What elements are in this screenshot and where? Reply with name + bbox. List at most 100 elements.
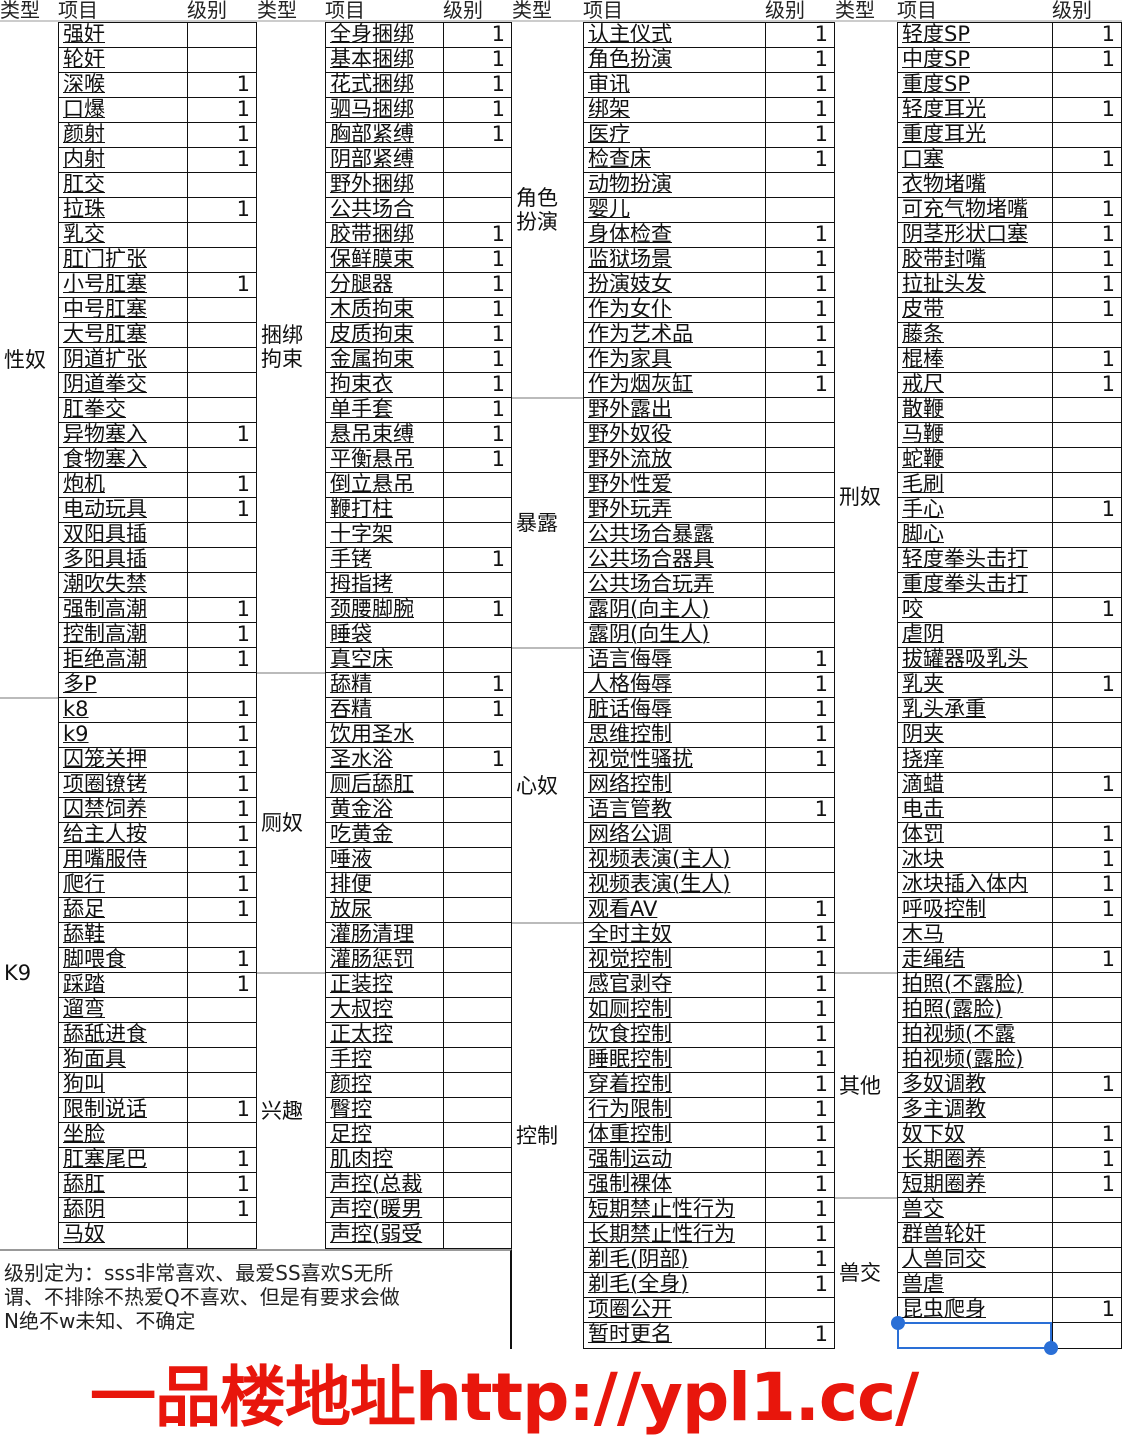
level-cell[interactable]	[443, 172, 512, 199]
item-cell[interactable]: 认主仪式	[583, 22, 766, 49]
item-cell[interactable]: 扮演妓女	[583, 272, 766, 299]
level-cell[interactable]: 1	[443, 22, 512, 49]
item-cell[interactable]: 可充气物堵嘴	[897, 197, 1053, 224]
item-cell[interactable]: 深喉	[58, 72, 188, 99]
level-cell[interactable]	[443, 722, 512, 749]
item-cell[interactable]: 昆虫爬身	[897, 1297, 1053, 1324]
level-cell[interactable]: 1	[443, 322, 512, 349]
item-cell[interactable]: 拉珠	[58, 197, 188, 224]
item-cell[interactable]: 中度SP	[897, 47, 1053, 74]
level-cell[interactable]	[443, 497, 512, 524]
level-cell[interactable]: 1	[443, 272, 512, 299]
level-cell[interactable]: 1	[765, 1022, 835, 1049]
item-cell[interactable]: 短期禁止性行为	[583, 1197, 766, 1224]
level-cell[interactable]: 1	[1052, 147, 1122, 174]
level-cell[interactable]	[443, 1097, 512, 1124]
level-cell[interactable]: 1	[187, 847, 257, 874]
level-cell[interactable]: 1	[1052, 1172, 1122, 1199]
level-cell[interactable]	[443, 772, 512, 799]
level-cell[interactable]	[765, 847, 835, 874]
level-cell[interactable]: 1	[187, 1097, 257, 1124]
item-cell[interactable]: 衣物堵嘴	[897, 172, 1053, 199]
item-cell[interactable]: 肌肉控	[325, 1147, 444, 1174]
level-cell[interactable]: 1	[765, 47, 835, 74]
level-cell[interactable]: 1	[443, 72, 512, 99]
level-cell[interactable]: 1	[443, 347, 512, 374]
item-cell[interactable]: 脏话侮辱	[583, 697, 766, 724]
level-cell[interactable]	[1052, 1022, 1122, 1049]
item-cell[interactable]: 语言侮辱	[583, 647, 766, 674]
item-cell[interactable]: 圣水浴	[325, 747, 444, 774]
item-cell[interactable]: 拍照(不露脸)	[897, 972, 1053, 999]
item-cell[interactable]: 奴下奴	[897, 1122, 1053, 1149]
item-cell[interactable]: 滴蜡	[897, 772, 1053, 799]
item-cell[interactable]: 作为艺术品	[583, 322, 766, 349]
level-cell[interactable]	[443, 1122, 512, 1149]
level-cell[interactable]: 1	[765, 697, 835, 724]
item-cell[interactable]: 阴道拳交	[58, 372, 188, 399]
item-cell[interactable]: 大号肛塞	[58, 322, 188, 349]
item-cell[interactable]: 声控(暖男	[325, 1197, 444, 1224]
item-cell[interactable]: 遛弯	[58, 997, 188, 1024]
item-cell[interactable]: 颜控	[325, 1072, 444, 1099]
level-cell[interactable]	[187, 672, 257, 699]
level-cell[interactable]: 1	[1052, 297, 1122, 324]
item-cell[interactable]: 检查床	[583, 147, 766, 174]
level-cell[interactable]	[1052, 647, 1122, 674]
level-cell[interactable]: 1	[187, 772, 257, 799]
item-cell[interactable]: 胶带捆绑	[325, 222, 444, 249]
item-cell[interactable]: 灌肠惩罚	[325, 947, 444, 974]
level-cell[interactable]: 1	[1052, 197, 1122, 224]
header-level[interactable]: 级别	[443, 0, 512, 22]
header-item[interactable]: 项目	[58, 0, 187, 22]
level-cell[interactable]	[1052, 622, 1122, 649]
level-cell[interactable]	[443, 572, 512, 599]
level-cell[interactable]: 1	[187, 272, 257, 299]
item-cell[interactable]: 轻度SP	[897, 22, 1053, 49]
level-cell[interactable]: 1	[1052, 772, 1122, 799]
level-cell[interactable]: 1	[443, 97, 512, 124]
level-cell[interactable]	[1052, 1047, 1122, 1074]
level-cell[interactable]	[1052, 697, 1122, 724]
item-cell[interactable]: 手铐	[325, 547, 444, 574]
item-cell[interactable]: 吞精	[325, 697, 444, 724]
level-cell[interactable]: 1	[765, 122, 835, 149]
item-cell[interactable]: 厕后舔肛	[325, 772, 444, 799]
item-cell[interactable]: 戒尺	[897, 372, 1053, 399]
level-cell[interactable]	[443, 1022, 512, 1049]
header-item[interactable]: 项目	[897, 0, 1052, 22]
level-cell[interactable]: 1	[765, 1072, 835, 1099]
level-cell[interactable]: 1	[187, 122, 257, 149]
level-cell[interactable]	[443, 922, 512, 949]
item-cell[interactable]: 放尿	[325, 897, 444, 924]
level-cell[interactable]: 1	[443, 747, 512, 774]
item-cell[interactable]: 声控(总裁	[325, 1172, 444, 1199]
level-cell[interactable]: 1	[1052, 47, 1122, 74]
item-cell[interactable]: 颜射	[58, 122, 188, 149]
item-cell[interactable]: 舔鞋	[58, 922, 188, 949]
level-cell[interactable]	[443, 847, 512, 874]
item-cell[interactable]: 强制高潮	[58, 597, 188, 624]
level-cell[interactable]	[443, 1172, 512, 1199]
item-cell[interactable]: 体重控制	[583, 1122, 766, 1149]
item-cell[interactable]: 阴茎形状口塞	[897, 222, 1053, 249]
level-cell[interactable]: 1	[765, 972, 835, 999]
level-cell[interactable]	[1052, 72, 1122, 99]
level-cell[interactable]: 1	[187, 972, 257, 999]
level-cell[interactable]: 1	[187, 72, 257, 99]
item-cell[interactable]: 电动玩具	[58, 497, 188, 524]
level-cell[interactable]	[1052, 722, 1122, 749]
item-cell[interactable]: 体罚	[897, 822, 1053, 849]
item-cell[interactable]: 真空床	[325, 647, 444, 674]
level-cell[interactable]	[443, 797, 512, 824]
level-cell[interactable]	[765, 197, 835, 224]
header-type[interactable]: 类型	[835, 0, 897, 22]
level-cell[interactable]: 1	[765, 1247, 835, 1274]
item-cell[interactable]: 思维控制	[583, 722, 766, 749]
item-cell[interactable]: 作为家具	[583, 347, 766, 374]
level-cell[interactable]	[187, 447, 257, 474]
item-cell[interactable]: 炮机	[58, 472, 188, 499]
item-cell[interactable]: 视频表演(生人)	[583, 872, 766, 899]
level-cell[interactable]	[765, 572, 835, 599]
level-cell[interactable]: 1	[1052, 97, 1122, 124]
